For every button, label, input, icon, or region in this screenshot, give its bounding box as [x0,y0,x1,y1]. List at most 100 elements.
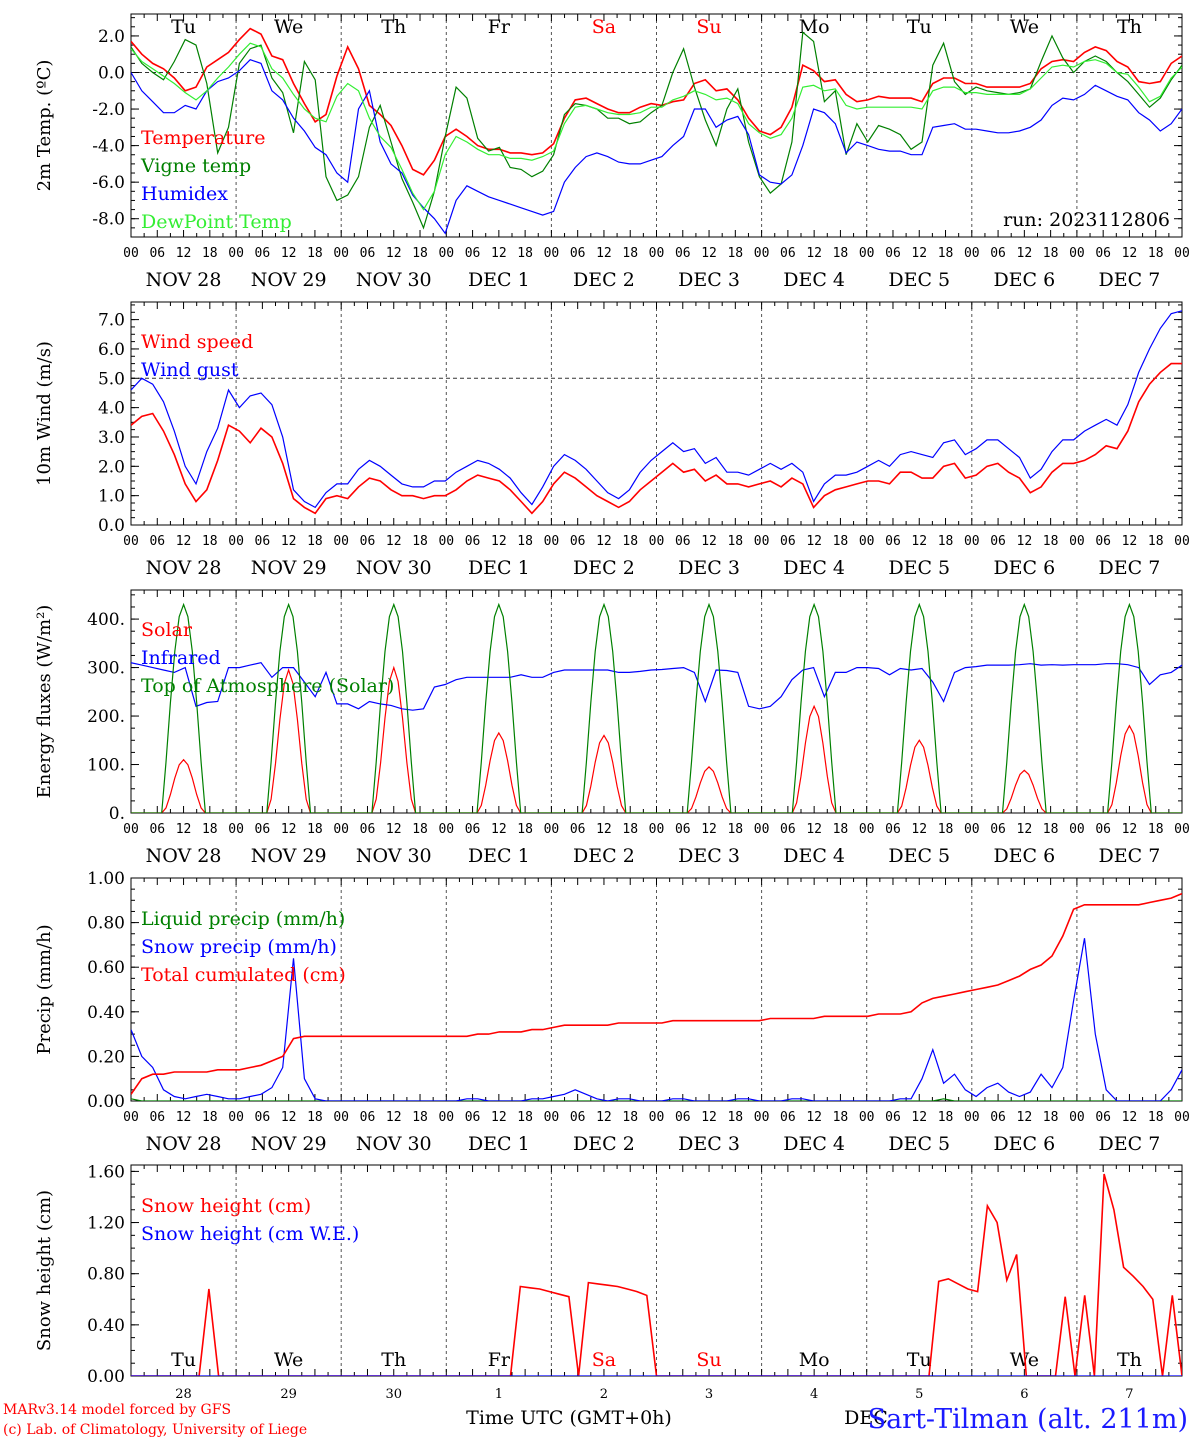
hour-tick-label: 00 [964,1110,980,1125]
date-label: NOV 28 [146,1133,222,1155]
hour-tick-label: 18 [517,534,533,549]
hour-tick-label: 06 [780,1110,796,1125]
hour-tick-label: 12 [701,246,717,261]
date-label: NOV 30 [356,557,432,579]
date-label: DEC 5 [888,269,950,291]
hour-tick-label: 12 [491,534,507,549]
hour-tick-label: 06 [675,246,691,261]
weekday-label: Th [1117,1349,1142,1371]
day-number-label: 28 [175,1387,192,1402]
hour-tick-label: 12 [491,1110,507,1125]
hour-tick-label: 18 [412,246,428,261]
legend-entry: Snow precip (mm/h) [141,936,337,958]
hour-tick-label: 12 [281,534,297,549]
date-label: DEC 7 [1099,845,1161,867]
hour-tick-label: 12 [701,534,717,549]
hour-tick-label: 06 [1095,1110,1111,1125]
y-tick-label: -2.0 [92,100,125,120]
y-tick-label: 1.0 [98,487,125,507]
hour-tick-label: 06 [465,1110,481,1125]
hour-tick-label: 06 [990,1110,1006,1125]
series-line [131,42,1182,211]
hour-tick-label: 06 [149,246,165,261]
weekday-label: Su [696,1349,721,1371]
hour-tick-label: 06 [1095,534,1111,549]
weekday-label: Th [381,16,406,38]
series-line [131,1173,1182,1376]
hour-tick-label: 06 [255,1110,271,1125]
hour-tick-label: 00 [228,246,244,261]
date-label: DEC 4 [783,269,845,291]
hour-tick-label: 00 [228,534,244,549]
hour-tick-label: 12 [176,822,192,837]
hour-tick-label: 18 [938,1110,954,1125]
hour-tick-label: 06 [570,822,586,837]
y-tick-label: 0.80 [87,1265,125,1285]
hour-tick-label: 12 [1122,1110,1138,1125]
date-label: DEC 6 [993,269,1055,291]
hour-tick-label: 06 [990,534,1006,549]
hour-tick-label: 12 [281,246,297,261]
weekday-label: Th [1117,16,1142,38]
y-tick-label: 0.00 [87,1367,125,1387]
hour-tick-label: 06 [1095,246,1111,261]
hour-tick-label: 00 [544,246,560,261]
legend-entry: Humidex [141,183,228,205]
y-tick-label: 0.0 [98,63,125,83]
date-label: DEC 4 [783,1133,845,1155]
weekday-label: Fr [488,1349,511,1371]
hour-tick-label: 18 [1043,246,1059,261]
hour-tick-label: 00 [333,822,349,837]
date-label: NOV 28 [146,845,222,867]
run-annotation: run: 2023112806 [1003,209,1170,231]
panel-2: 7.0 6.0 5.0 4.0 3.0 2.0 1.0 0.0 10m Wind (m/s) 00… [34,301,1190,579]
date-label: NOV 30 [356,1133,432,1155]
hour-tick-label: 12 [911,246,927,261]
hour-tick-label: 12 [806,246,822,261]
series-line [131,665,1182,813]
y-tick-label: 6.0 [98,340,125,360]
date-label: NOV 30 [356,845,432,867]
y-tick-label: 4.0 [98,399,125,419]
hour-tick-label: 18 [307,1110,323,1125]
month-label: DEC [844,1407,888,1429]
hour-tick-label: 18 [622,822,638,837]
y-tick-label: 2.0 [98,457,125,477]
date-label: DEC 1 [468,269,530,291]
legend-entry: Top of Atmosphere (Solar) [141,675,394,697]
hour-tick-label: 12 [176,534,192,549]
hour-tick-label: 12 [386,534,402,549]
weekday-label: Th [381,1349,406,1371]
hour-tick-label: 00 [754,246,770,261]
hour-tick-label: 12 [281,1110,297,1125]
hour-tick-label: 00 [438,1110,454,1125]
y-tick-label: 100. [87,756,125,776]
hour-tick-label: 18 [307,246,323,261]
date-label: DEC 3 [678,1133,740,1155]
hour-tick-label: 00 [754,1110,770,1125]
hour-tick-label: 00 [964,822,980,837]
hour-tick-label: 18 [833,822,849,837]
hour-tick-label: 12 [701,1110,717,1125]
date-label: DEC 6 [993,557,1055,579]
hour-tick-label: 06 [570,534,586,549]
legend-entry: Snow height (cm) [141,1195,311,1217]
hour-tick-label: 00 [123,534,139,549]
hour-tick-label: 00 [859,534,875,549]
hour-tick-label: 18 [938,534,954,549]
hour-tick-label: 18 [1148,1110,1164,1125]
credit-line-2: (c) Lab. of Climatology, University of L… [3,1422,307,1438]
date-label: DEC 2 [573,269,635,291]
day-number-label: 1 [495,1387,503,1402]
hour-tick-label: 12 [1017,246,1033,261]
hour-tick-label: 12 [386,1110,402,1125]
date-label: DEC 3 [678,557,740,579]
hour-tick-label: 06 [360,1110,376,1125]
hour-tick-label: 12 [176,246,192,261]
day-number-label: 5 [915,1387,923,1402]
hour-tick-label: 12 [911,822,927,837]
date-label: DEC 7 [1099,557,1161,579]
hour-tick-label: 12 [491,822,507,837]
date-label: DEC 2 [573,557,635,579]
hour-tick-label: 18 [833,534,849,549]
